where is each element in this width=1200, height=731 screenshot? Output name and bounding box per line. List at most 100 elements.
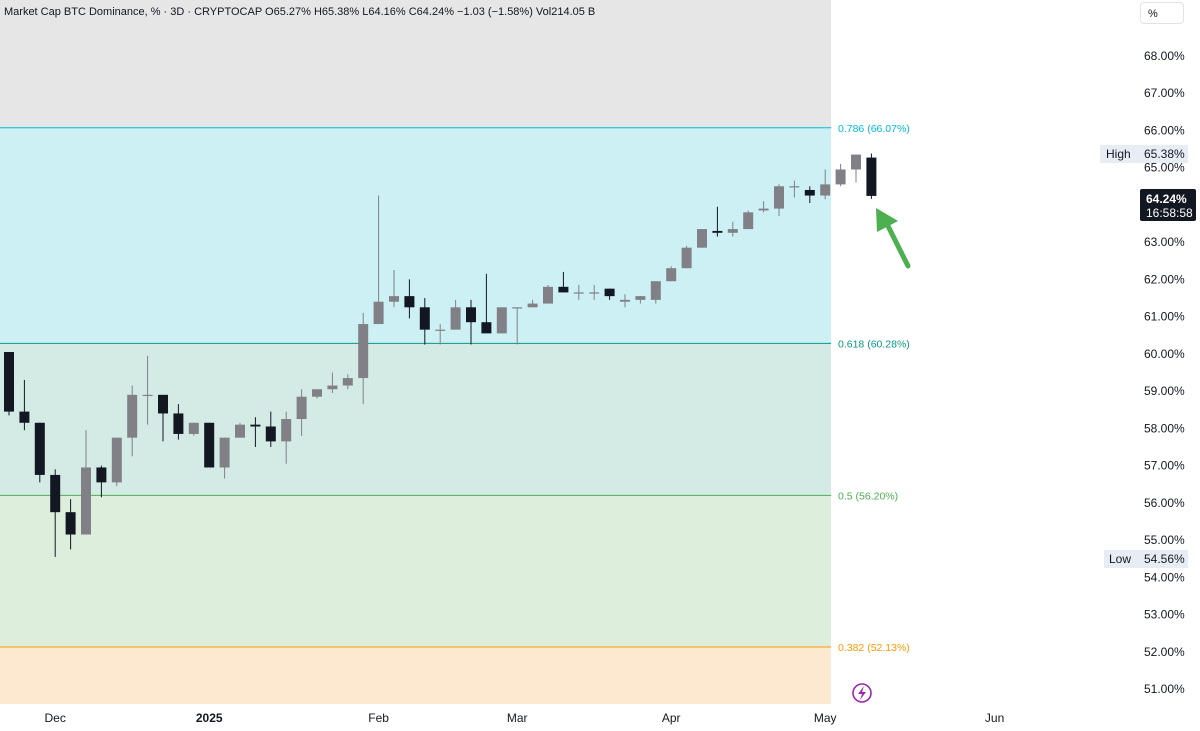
- x-tick-label: Feb: [368, 711, 389, 725]
- candle-body: [127, 394, 138, 438]
- candle-body: [620, 299, 630, 302]
- time-axis[interactable]: Dec 2025 Feb Mar Apr May Jun: [45, 711, 1005, 725]
- fib-zone: [0, 495, 831, 648]
- x-tick-label: Apr: [662, 711, 681, 725]
- candle-body: [158, 394, 168, 414]
- y-tick-label: 54.00%: [1144, 570, 1185, 584]
- candle-body: [19, 411, 30, 423]
- fib-zones: [0, 0, 831, 704]
- candle-body: [188, 422, 199, 434]
- candle: [142, 355, 153, 425]
- fib-level-label: 0.382 (52.13%): [838, 642, 910, 654]
- fib-zone: [0, 647, 831, 704]
- candle: [4, 352, 14, 416]
- candle: [727, 221, 738, 237]
- candle: [219, 437, 230, 479]
- candle: [265, 411, 276, 447]
- candle: [681, 245, 692, 269]
- chart-legend: Market Cap BTC Dominance, % · 3D · CRYPT…: [4, 6, 595, 18]
- y-tick-label: 52.00%: [1144, 645, 1185, 659]
- y-tick-label: 67.00%: [1144, 86, 1185, 100]
- candle-body: [697, 229, 707, 248]
- y-tick-label: 63.00%: [1144, 235, 1185, 249]
- candle-body: [312, 389, 322, 397]
- candle-body: [666, 268, 677, 282]
- unit-selector[interactable]: %: [1140, 2, 1184, 24]
- candle-body: [34, 422, 45, 475]
- candle: [851, 154, 861, 183]
- candle: [50, 469, 61, 557]
- fib-zone: [0, 343, 831, 496]
- candle: [743, 210, 754, 230]
- zone-top: [0, 0, 831, 128]
- y-tick-label: 66.00%: [1144, 123, 1185, 137]
- candle-body: [743, 212, 754, 230]
- candle-body: [573, 292, 584, 294]
- candle: [712, 206, 723, 237]
- candle-body: [4, 352, 14, 412]
- candles-layer: [4, 153, 877, 557]
- candle: [96, 465, 107, 498]
- candle-body: [820, 184, 831, 196]
- low-tag-label: Low: [1109, 552, 1131, 566]
- candle-body: [204, 422, 215, 468]
- y-tick-label: 61.00%: [1144, 310, 1185, 324]
- y-tick-label: 58.00%: [1144, 421, 1185, 435]
- y-tick-label: 51.00%: [1144, 682, 1185, 696]
- candle: [404, 279, 415, 319]
- candle: [173, 404, 184, 440]
- candle-body: [866, 157, 877, 196]
- candle: [650, 281, 661, 304]
- candle: [543, 284, 553, 304]
- high-tag-label: High: [1106, 147, 1131, 161]
- y-tick-label: 60.00%: [1144, 347, 1185, 361]
- candle: [235, 422, 245, 438]
- candle: [373, 195, 384, 325]
- y-tick-label: 56.00%: [1144, 496, 1185, 510]
- fib-labels-layer: 0.786 (66.07%) 0.618 (60.28%) 0.5 (56.20%)…: [838, 123, 910, 654]
- candle-body: [389, 296, 399, 302]
- candle: [296, 389, 307, 436]
- candle: [19, 379, 30, 431]
- candle: [558, 271, 569, 293]
- fib-level-label: 0.786 (66.07%): [838, 123, 910, 135]
- candle: [789, 180, 800, 198]
- candle-body: [712, 230, 723, 233]
- candle: [589, 284, 600, 300]
- y-tick-label: 55.00%: [1144, 533, 1185, 547]
- candle: [835, 163, 846, 187]
- candle-body: [342, 378, 353, 386]
- candle: [512, 307, 523, 345]
- candle-body: [81, 467, 91, 535]
- y-tick-label: 62.00%: [1144, 272, 1185, 286]
- candle: [866, 153, 877, 199]
- y-tick-label: 65.00%: [1144, 161, 1185, 175]
- candle-body: [466, 307, 476, 323]
- candle-body: [481, 322, 492, 334]
- candle-body: [589, 292, 600, 294]
- candle: [774, 184, 784, 217]
- candle-body: [774, 186, 784, 209]
- candle-body: [419, 307, 430, 330]
- candle-body: [450, 307, 461, 330]
- y-tick-label: 57.00%: [1144, 459, 1185, 473]
- y-tick-label: 59.00%: [1144, 384, 1185, 398]
- candle: [604, 288, 615, 300]
- candle: [34, 422, 45, 483]
- x-tick-label: Jun: [985, 711, 1004, 725]
- candle-body: [789, 186, 800, 188]
- price-axis[interactable]: 68.00%67.00%66.00%65.00%64.00%63.00%62.0…: [1144, 49, 1185, 696]
- candle: [358, 312, 369, 405]
- candle-body: [835, 169, 846, 185]
- bar-countdown: 16:58:58: [1146, 206, 1193, 220]
- candle-body: [404, 296, 415, 308]
- candle-body: [543, 286, 553, 304]
- fib-level-label: 0.5 (56.20%): [838, 490, 898, 502]
- candle: [327, 372, 338, 393]
- candle: [620, 294, 630, 308]
- candle-body: [373, 301, 384, 325]
- candle-body: [804, 189, 815, 196]
- candle-body: [358, 324, 369, 379]
- lightning-icon[interactable]: [852, 683, 872, 703]
